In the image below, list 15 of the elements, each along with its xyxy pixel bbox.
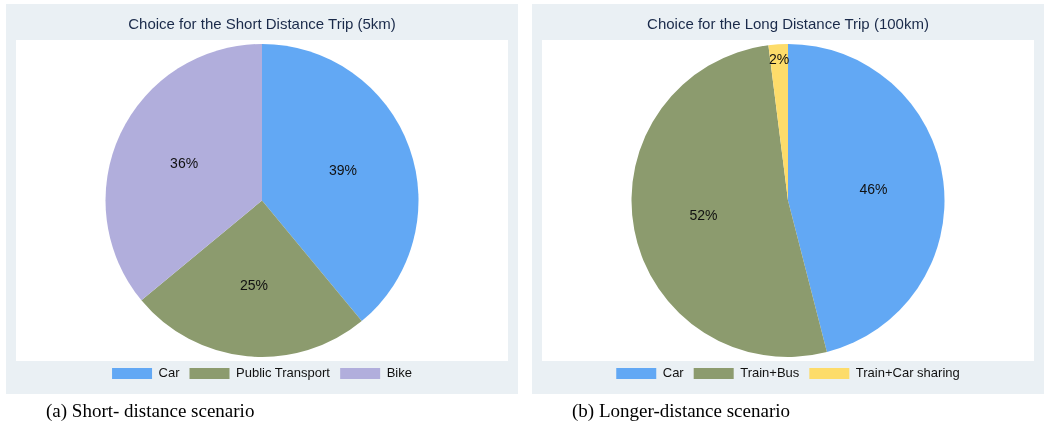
chart-title: Choice for the Long Distance Trip (100km) (647, 15, 929, 33)
data-label: 36% (170, 154, 199, 171)
legend-label: Public Transport (236, 365, 331, 381)
data-label: 52% (689, 207, 718, 224)
legend-label: Bike (386, 365, 412, 381)
legend-label: Train+Car sharing (855, 365, 960, 381)
data-label: 46% (859, 180, 888, 197)
text: (a) Short- distance scenario (45, 400, 256, 422)
legend-label: Car (662, 365, 685, 381)
text: (b) Longer-distance scenario (571, 400, 792, 422)
data-label: 25% (239, 277, 268, 294)
chart-title: Choice for the Short Distance Trip (5km) (128, 15, 396, 33)
legend-label: Car (158, 365, 181, 381)
legend-label: Train+Bus (740, 365, 800, 381)
data-label: 39% (328, 162, 357, 179)
